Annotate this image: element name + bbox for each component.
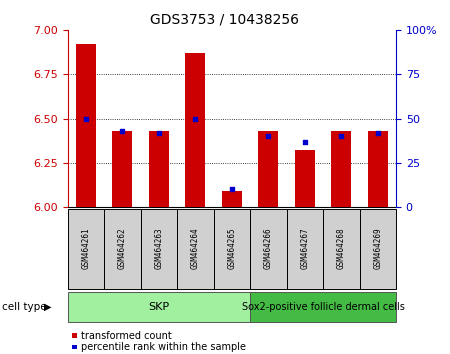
Bar bbox=[360, 209, 396, 289]
Point bbox=[192, 116, 199, 121]
Text: GSM464265: GSM464265 bbox=[227, 228, 236, 269]
Text: GSM464267: GSM464267 bbox=[300, 228, 309, 269]
Bar bbox=[148, 131, 169, 207]
Bar bbox=[287, 209, 323, 289]
Bar bbox=[185, 53, 205, 207]
Bar bbox=[140, 209, 177, 289]
Point bbox=[155, 130, 162, 136]
Point bbox=[265, 133, 272, 139]
Text: GSM464262: GSM464262 bbox=[118, 228, 127, 269]
Point bbox=[374, 130, 381, 136]
Point bbox=[82, 116, 90, 121]
Text: ▶: ▶ bbox=[44, 302, 52, 312]
Bar bbox=[68, 292, 250, 322]
Text: transformed count: transformed count bbox=[81, 331, 172, 341]
Bar bbox=[222, 191, 242, 207]
Bar bbox=[295, 150, 315, 207]
Bar bbox=[76, 44, 96, 207]
Bar bbox=[250, 209, 287, 289]
Text: GSM464269: GSM464269 bbox=[373, 228, 382, 269]
Text: SKP: SKP bbox=[148, 302, 169, 312]
Bar bbox=[258, 131, 278, 207]
Text: GSM464263: GSM464263 bbox=[154, 228, 163, 269]
Point bbox=[119, 128, 126, 134]
Bar bbox=[68, 209, 104, 289]
Bar bbox=[368, 131, 388, 207]
Point bbox=[338, 133, 345, 139]
Text: Sox2-positive follicle dermal cells: Sox2-positive follicle dermal cells bbox=[242, 302, 405, 312]
Bar bbox=[213, 209, 250, 289]
Bar bbox=[177, 209, 213, 289]
Text: percentile rank within the sample: percentile rank within the sample bbox=[81, 342, 246, 352]
Text: cell type: cell type bbox=[2, 302, 47, 312]
Text: GSM464261: GSM464261 bbox=[81, 228, 90, 269]
Bar bbox=[112, 131, 132, 207]
Point bbox=[301, 139, 308, 144]
Bar bbox=[250, 292, 396, 322]
Bar bbox=[104, 209, 140, 289]
Text: GSM464266: GSM464266 bbox=[264, 228, 273, 269]
Text: GSM464268: GSM464268 bbox=[337, 228, 346, 269]
Bar bbox=[331, 131, 351, 207]
Text: GSM464264: GSM464264 bbox=[191, 228, 200, 269]
Bar bbox=[323, 209, 360, 289]
Text: GDS3753 / 10438256: GDS3753 / 10438256 bbox=[150, 12, 300, 27]
Point bbox=[228, 187, 235, 192]
